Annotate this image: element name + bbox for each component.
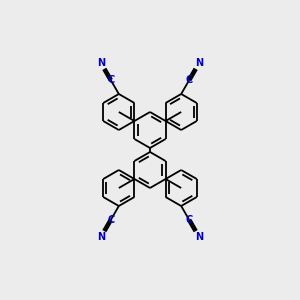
Text: C: C — [107, 215, 114, 225]
Text: N: N — [195, 58, 203, 68]
Text: N: N — [195, 232, 203, 242]
Text: C: C — [186, 215, 193, 225]
Text: C: C — [186, 75, 193, 85]
Text: C: C — [107, 75, 114, 85]
Text: N: N — [97, 232, 105, 242]
Text: N: N — [97, 58, 105, 68]
